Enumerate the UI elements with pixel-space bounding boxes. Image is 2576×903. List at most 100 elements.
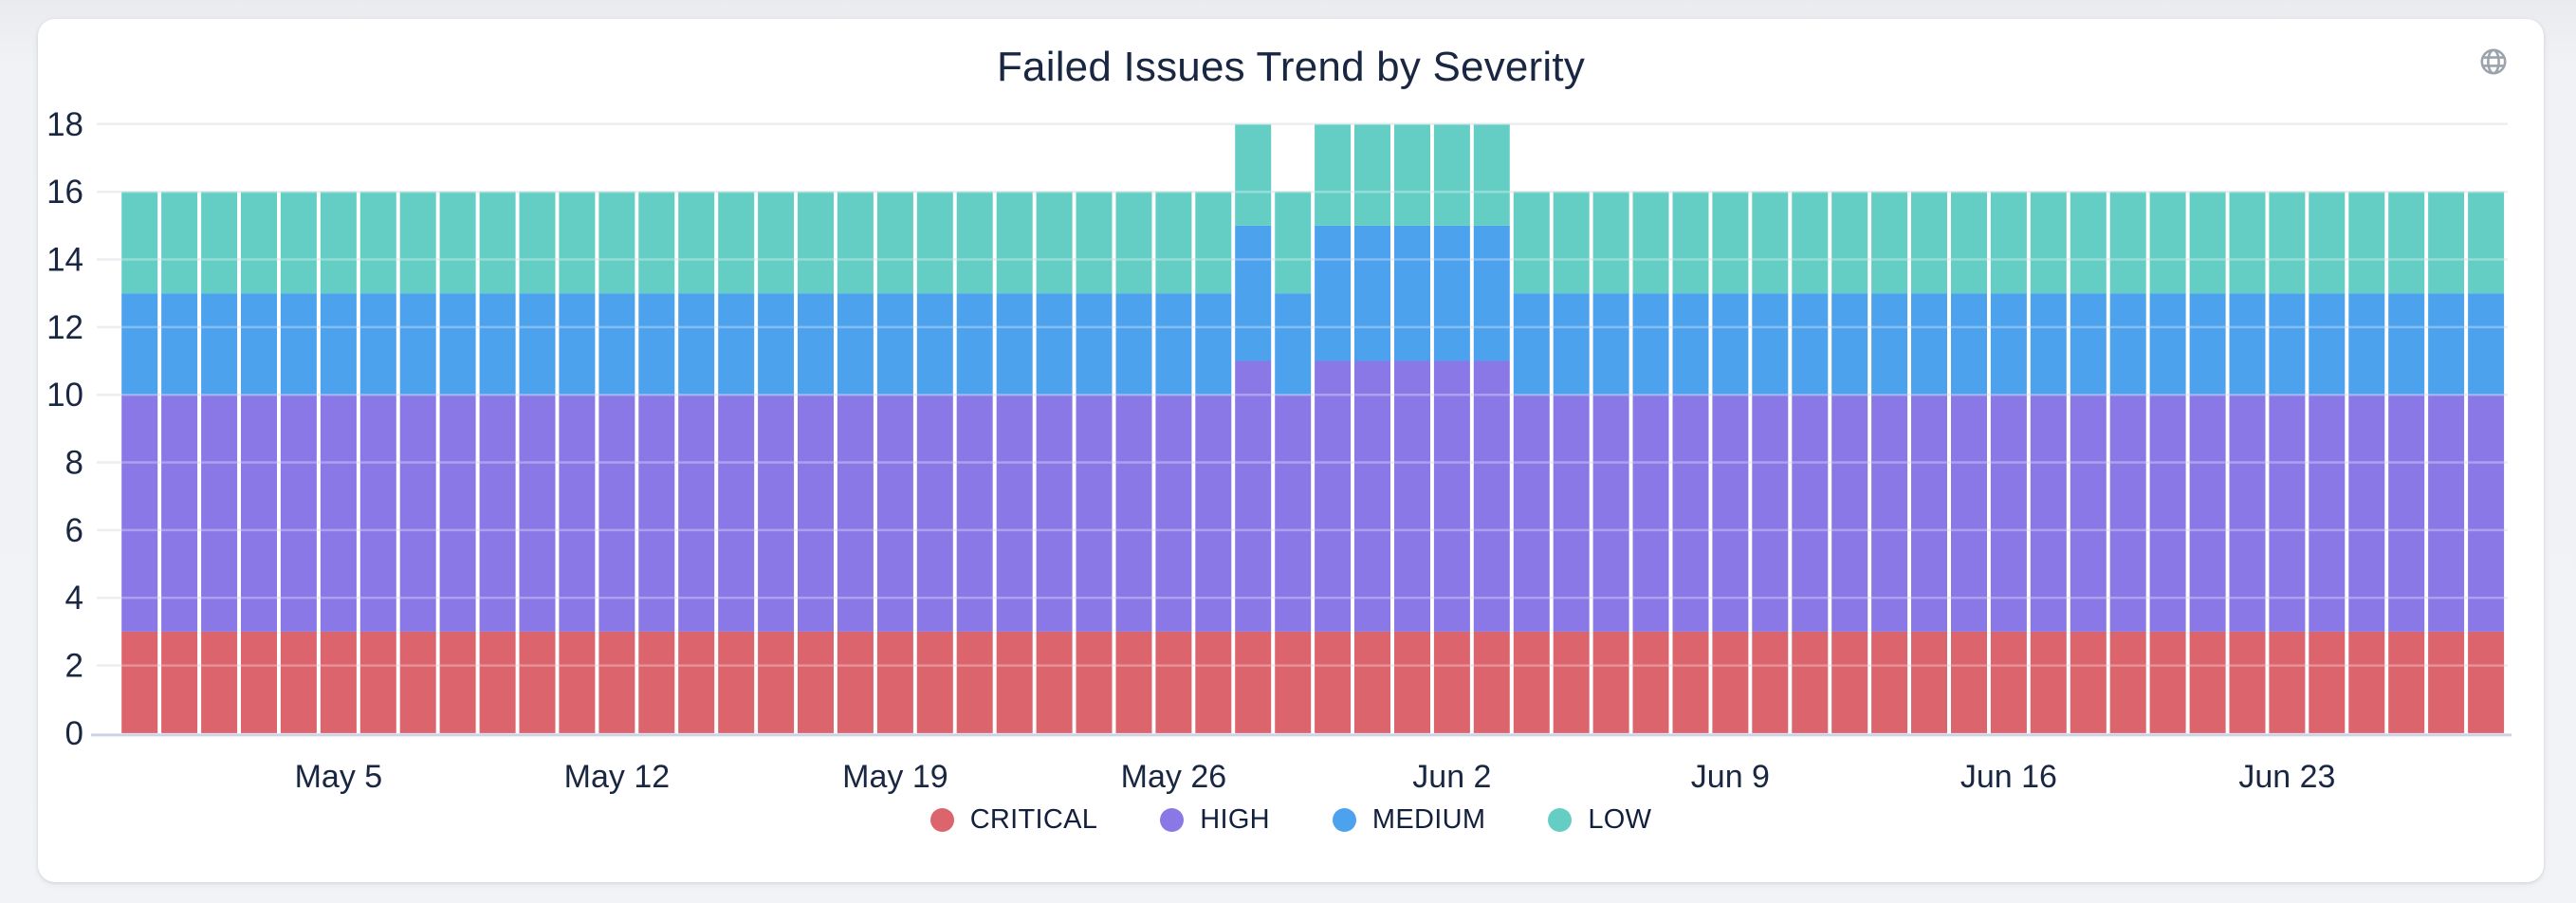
- bar-segment-critical[interactable]: [1871, 631, 1908, 733]
- bar-segment-low[interactable]: [996, 192, 1033, 294]
- bar-segment-low[interactable]: [2388, 192, 2425, 294]
- bar-segment-critical[interactable]: [559, 631, 596, 733]
- bar-segment-critical[interactable]: [241, 631, 277, 733]
- bar-segment-critical[interactable]: [1990, 631, 2027, 733]
- bar-segment-high[interactable]: [439, 395, 476, 632]
- bar-segment-high[interactable]: [876, 395, 913, 632]
- bar-segment-high[interactable]: [798, 395, 834, 632]
- bar-segment-critical[interactable]: [121, 631, 158, 733]
- bar-may-23[interactable]: [1036, 192, 1073, 733]
- bar-segment-high[interactable]: [241, 395, 277, 632]
- bar-segment-medium[interactable]: [1632, 293, 1669, 396]
- bar-segment-medium[interactable]: [121, 293, 158, 396]
- bar-segment-medium[interactable]: [1553, 293, 1590, 396]
- bar-segment-critical[interactable]: [678, 631, 715, 733]
- bar-may-28[interactable]: [1235, 123, 1272, 733]
- bar-jun-14[interactable]: [1911, 192, 1947, 733]
- bar-may-17[interactable]: [798, 192, 834, 733]
- bar-segment-medium[interactable]: [519, 293, 556, 396]
- bar-segment-low[interactable]: [2149, 192, 2186, 294]
- bar-may-31[interactable]: [1354, 123, 1390, 733]
- bar-segment-medium[interactable]: [1115, 293, 1152, 396]
- bar-jun-3[interactable]: [1473, 123, 1510, 733]
- bar-segment-medium[interactable]: [638, 293, 675, 396]
- bar-segment-low[interactable]: [1195, 192, 1232, 294]
- bar-apr-30[interactable]: [121, 192, 158, 733]
- bar-may-7[interactable]: [399, 192, 436, 733]
- bar-segment-high[interactable]: [1315, 360, 1352, 632]
- bar-segment-high[interactable]: [201, 395, 238, 632]
- bar-segment-high[interactable]: [2269, 395, 2306, 632]
- bar-jun-12[interactable]: [1831, 192, 1868, 733]
- bar-segment-critical[interactable]: [1315, 631, 1352, 733]
- bar-segment-critical[interactable]: [2149, 631, 2186, 733]
- bar-segment-high[interactable]: [1553, 395, 1590, 632]
- bar-segment-critical[interactable]: [439, 631, 476, 733]
- bar-segment-critical[interactable]: [1394, 631, 1430, 733]
- bar-segment-critical[interactable]: [956, 631, 993, 733]
- bar-segment-high[interactable]: [2030, 395, 2067, 632]
- bar-segment-low[interactable]: [241, 192, 277, 294]
- bar-segment-medium[interactable]: [1513, 293, 1550, 396]
- bar-may-4[interactable]: [280, 192, 317, 733]
- bar-segment-medium[interactable]: [996, 293, 1033, 396]
- bar-segment-medium[interactable]: [1155, 293, 1192, 396]
- bar-jun-9[interactable]: [1712, 192, 1749, 733]
- bar-segment-high[interactable]: [479, 395, 516, 632]
- bar-segment-low[interactable]: [718, 192, 755, 294]
- bar-may-18[interactable]: [837, 192, 874, 733]
- bar-segment-high[interactable]: [1076, 395, 1113, 632]
- bar-segment-low[interactable]: [1592, 192, 1629, 294]
- bar-segment-critical[interactable]: [2109, 631, 2146, 733]
- bar-segment-medium[interactable]: [598, 293, 635, 396]
- bar-segment-high[interactable]: [1473, 360, 1510, 632]
- bar-segment-medium[interactable]: [1354, 225, 1390, 361]
- bar-segment-critical[interactable]: [1354, 631, 1390, 733]
- bar-segment-low[interactable]: [1712, 192, 1749, 294]
- bar-segment-medium[interactable]: [916, 293, 953, 396]
- bar-segment-medium[interactable]: [241, 293, 277, 396]
- bar-segment-medium[interactable]: [1315, 225, 1352, 361]
- bar-segment-high[interactable]: [2070, 395, 2107, 632]
- bar-segment-low[interactable]: [1433, 123, 1470, 226]
- bar-segment-medium[interactable]: [2070, 293, 2107, 396]
- bar-may-6[interactable]: [359, 192, 396, 733]
- bar-segment-low[interactable]: [2070, 192, 2107, 294]
- bar-segment-critical[interactable]: [598, 631, 635, 733]
- bar-segment-high[interactable]: [2229, 395, 2266, 632]
- bar-segment-high[interactable]: [1672, 395, 1709, 632]
- bar-segment-high[interactable]: [2428, 395, 2465, 632]
- bar-segment-critical[interactable]: [1553, 631, 1590, 733]
- bar-segment-critical[interactable]: [2348, 631, 2385, 733]
- bar-may-26[interactable]: [1155, 192, 1192, 733]
- bar-segment-low[interactable]: [320, 192, 357, 294]
- legend-item-critical[interactable]: CRITICAL: [929, 804, 1098, 836]
- bar-segment-medium[interactable]: [678, 293, 715, 396]
- bar-segment-medium[interactable]: [758, 293, 795, 396]
- bar-jun-27[interactable]: [2428, 192, 2465, 733]
- stacked-bar-chart[interactable]: 0 2 4 6 8 10 12 14 16 18 May 5 May 12 May 19 May 26 Ju…: [38, 19, 2544, 882]
- bar-segment-high[interactable]: [956, 395, 993, 632]
- bar-segment-medium[interactable]: [359, 293, 396, 396]
- bar-segment-high[interactable]: [996, 395, 1033, 632]
- bar-jun-16[interactable]: [1990, 192, 2027, 733]
- bar-segment-high[interactable]: [280, 395, 317, 632]
- bar-segment-high[interactable]: [1195, 395, 1232, 632]
- bar-segment-high[interactable]: [559, 395, 596, 632]
- bar-segment-medium[interactable]: [837, 293, 874, 396]
- bar-segment-high[interactable]: [758, 395, 795, 632]
- legend-item-high[interactable]: HIGH: [1160, 804, 1270, 836]
- bar-may-22[interactable]: [996, 192, 1033, 733]
- bar-segment-low[interactable]: [2468, 192, 2505, 294]
- bar-segment-low[interactable]: [559, 192, 596, 294]
- legend-item-medium[interactable]: MEDIUM: [1332, 804, 1485, 836]
- bar-may-10[interactable]: [519, 192, 556, 733]
- bar-segment-low[interactable]: [2309, 192, 2346, 294]
- bar-segment-medium[interactable]: [201, 293, 238, 396]
- bar-segment-critical[interactable]: [638, 631, 675, 733]
- bar-segment-critical[interactable]: [1036, 631, 1073, 733]
- bar-jun-10[interactable]: [1752, 192, 1789, 733]
- bar-jun-19[interactable]: [2109, 192, 2146, 733]
- bar-segment-low[interactable]: [1394, 123, 1430, 226]
- bar-jun-17[interactable]: [2030, 192, 2067, 733]
